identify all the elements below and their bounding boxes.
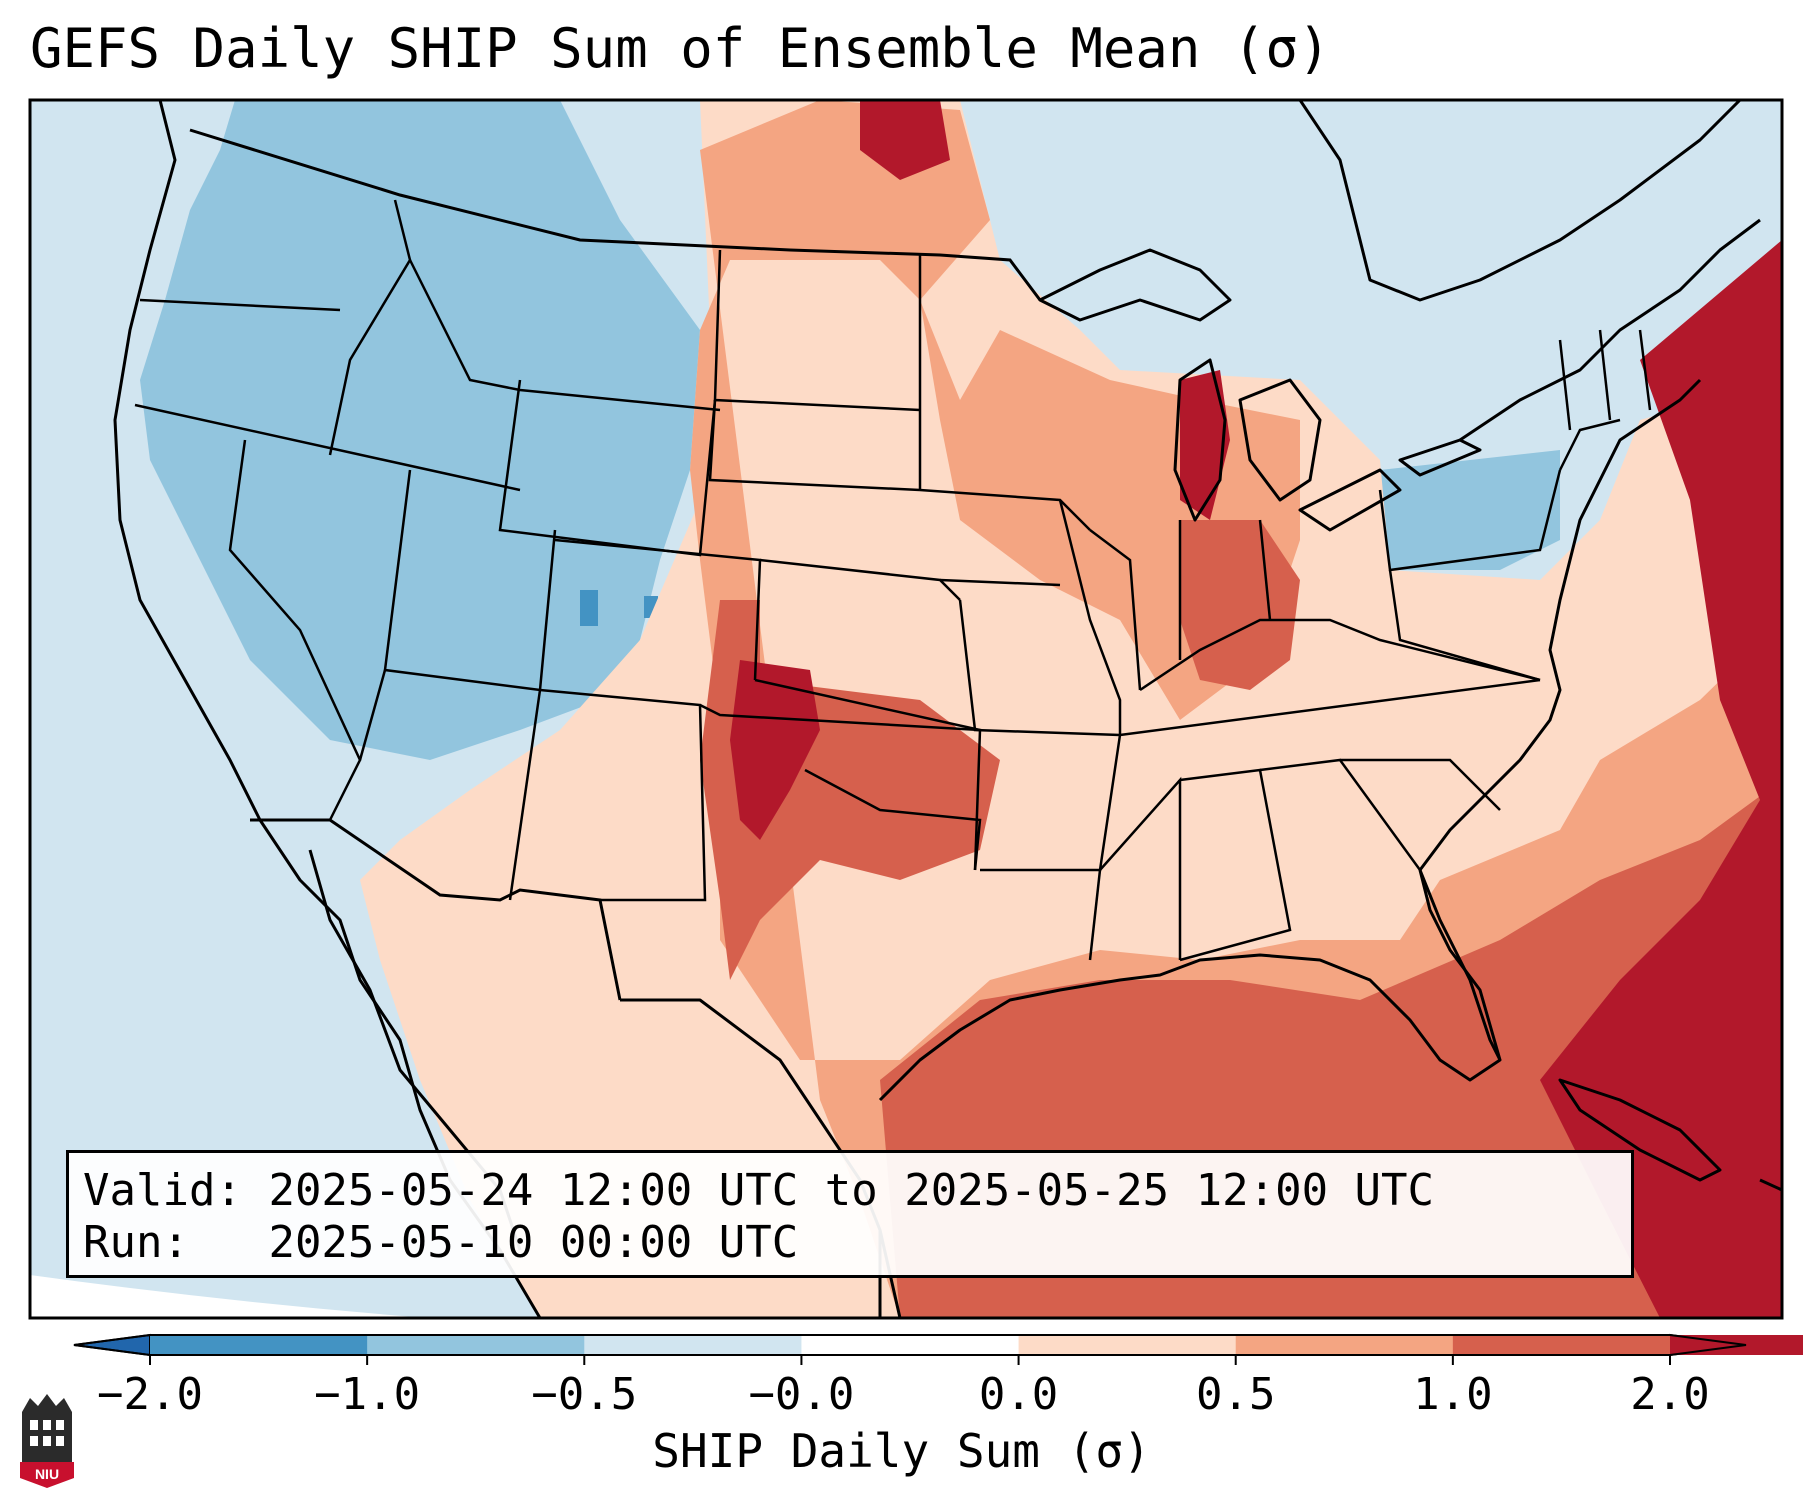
colorbar-bin: [584, 1335, 802, 1355]
positive-anomaly-max-panhandle: [730, 660, 820, 840]
colorbar-bin: [1018, 1335, 1237, 1355]
colorbar-bin: [1452, 1335, 1671, 1355]
info-box: Valid: 2025-05-24 12:00 UTC to 2025-05-2…: [66, 1150, 1634, 1278]
colorbar-tick-label: −0.0: [748, 1369, 854, 1420]
negative-anomaly-pennsylvania: [1380, 450, 1560, 570]
colorbar-tick-label: −2.0: [97, 1369, 203, 1420]
state-borders: [134, 199, 1652, 962]
colorbar-bin: [367, 1335, 585, 1355]
valid-label: Valid:: [83, 1165, 242, 1216]
positive-anomaly-strong-ohio-valley: [1180, 520, 1300, 690]
valid-value: 2025-05-24 12:00 UTC to 2025-05-25 12:00…: [268, 1165, 1435, 1216]
positive-anomaly-max-canada: [860, 100, 950, 180]
negative-anomaly-west: [140, 100, 700, 760]
colorbar-tick-label: 1.0: [1413, 1369, 1492, 1420]
colorbar-tick-label: −1.0: [314, 1369, 420, 1420]
colorbar-tick-label: 0.5: [1196, 1369, 1275, 1420]
colorbar-tick-label: 2.0: [1630, 1369, 1709, 1420]
map-title: GEFS Daily SHIP Sum of Ensemble Mean (σ): [30, 17, 1331, 80]
negative-anomaly-colorado: [580, 590, 598, 626]
colorbar-bin: [1235, 1335, 1454, 1355]
coastlines: [113, 100, 1782, 1318]
run-value: 2025-05-10 00:00 UTC: [268, 1217, 799, 1268]
colorbar-extend-under: [73, 1333, 151, 1357]
run-label: Run:: [83, 1217, 189, 1268]
map-frame: [28, 98, 1784, 1320]
colorbar-tick-label: 0.0: [979, 1369, 1058, 1420]
colorbar: −2.0 −1.0 −0.5 −0.0 0.0 0.5 1.0 2.0: [73, 1333, 1803, 1420]
colorbar-bin: [801, 1335, 1020, 1355]
colorbar-bin: [150, 1335, 368, 1355]
niu-logo-shield: [20, 1462, 74, 1488]
niu-logo-text: NIU: [35, 1466, 59, 1482]
colorbar-title: SHIP Daily Sum (σ): [652, 1424, 1151, 1478]
colorbar-tick-label: −0.5: [531, 1369, 637, 1420]
niu-logo: NIU: [20, 1394, 74, 1488]
positive-anomaly-max-atlantic: [1540, 240, 1782, 1318]
